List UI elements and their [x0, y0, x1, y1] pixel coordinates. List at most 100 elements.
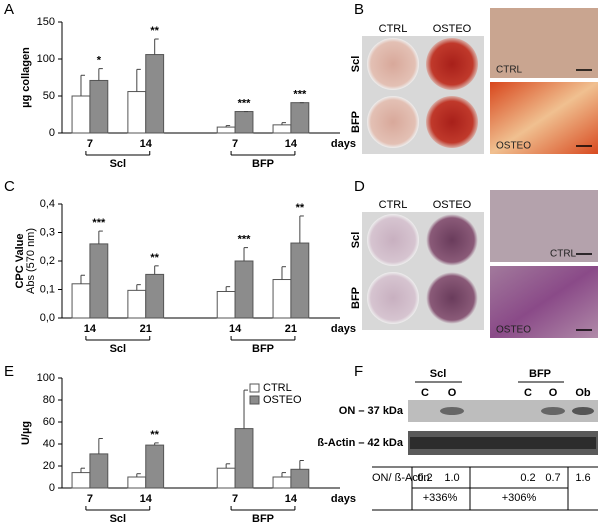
column-label: CTRL	[379, 199, 408, 211]
bar	[272, 279, 292, 319]
y-tick-label: 50	[43, 90, 55, 102]
micrograph	[490, 8, 598, 78]
ratio-label: ON/ ß-Actin	[372, 472, 429, 484]
y-tick-label: 0,1	[40, 283, 55, 295]
y-tick-label: 80	[43, 394, 55, 406]
dish	[426, 272, 478, 324]
bar	[290, 242, 310, 319]
x-tick-label: 14	[84, 323, 97, 335]
x-tick-label: 7	[232, 138, 238, 150]
legend-swatch	[249, 383, 260, 393]
panel-label: B	[354, 1, 364, 18]
x-axis-label: days	[331, 323, 356, 335]
x-axis-label: days	[331, 493, 356, 505]
ratio: 1.0	[444, 472, 459, 484]
group-label: BFP	[252, 513, 274, 525]
significance: ***	[238, 234, 252, 246]
y-axis-label: U/µg	[20, 421, 32, 445]
y-tick-label: 40	[43, 438, 55, 450]
significance: ***	[92, 217, 106, 229]
bar	[127, 476, 147, 489]
y-tick-label: 100	[37, 372, 55, 384]
bar	[272, 124, 292, 134]
row-label: BFP	[350, 287, 362, 309]
bar	[234, 428, 254, 489]
y-tick-label: 100	[37, 53, 55, 65]
legend-swatch	[249, 395, 260, 405]
bar	[71, 95, 91, 134]
bar	[89, 79, 109, 134]
dish	[367, 38, 419, 90]
dish	[367, 214, 419, 266]
lane-label: C	[524, 387, 532, 399]
panel-label: C	[4, 178, 15, 195]
significance: ***	[293, 89, 307, 101]
panel-label: A	[4, 1, 14, 18]
bar	[234, 260, 254, 319]
lane-label: O	[549, 387, 558, 399]
bar	[89, 453, 109, 489]
y-tick-label: 0,4	[40, 198, 55, 210]
y-tick-label: 0	[49, 127, 55, 139]
micrograph	[490, 82, 598, 154]
bar	[290, 468, 310, 489]
lane-label: C	[421, 387, 429, 399]
legend-label: OSTEO	[263, 394, 302, 406]
panel-f: Scl BFP C O C O Ob ON – 37 kDa ß-Actin –…	[317, 368, 598, 511]
significance: **	[150, 252, 159, 264]
group-label: BFP	[529, 368, 551, 380]
dish	[426, 214, 478, 266]
y-tick-label: 0	[49, 482, 55, 494]
significance: ***	[238, 97, 252, 109]
bar	[71, 283, 91, 319]
dish	[367, 272, 419, 324]
micrograph-label: OSTEO	[496, 325, 531, 336]
x-tick-label: 21	[140, 323, 152, 335]
band-label: ß-Actin – 42 kDa	[317, 437, 403, 449]
row-label: BFP	[350, 111, 362, 133]
lane-label: Ob	[575, 387, 591, 399]
blot	[408, 400, 598, 422]
significance: **	[296, 202, 305, 214]
panel-label: D	[354, 178, 365, 195]
micrograph-label: CTRL	[550, 249, 577, 260]
ratio: 0.2	[417, 472, 432, 484]
y-axis-label: Abs (570 nm)	[25, 228, 37, 294]
x-tick-label: 7	[232, 493, 238, 505]
y-tick-label: 0,3	[40, 226, 55, 238]
change: +336%	[423, 492, 458, 504]
x-tick-label: 14	[229, 323, 242, 335]
y-axis-label: µg collagen	[20, 47, 32, 108]
micrograph	[490, 190, 598, 262]
significance: *	[97, 55, 102, 67]
band	[572, 407, 594, 415]
y-tick-label: 0,0	[40, 312, 55, 324]
bar	[145, 54, 165, 134]
x-axis-label: days	[331, 138, 356, 150]
group-label: BFP	[252, 158, 274, 170]
change: +306%	[502, 492, 537, 504]
row-label: Scl	[350, 232, 362, 249]
bar	[89, 243, 109, 319]
band	[541, 407, 565, 415]
y-tick-label: 60	[43, 416, 55, 428]
bar	[145, 444, 165, 489]
band	[410, 437, 596, 449]
group-label: BFP	[252, 343, 274, 355]
ratio: 0.2	[520, 472, 535, 484]
x-tick-label: 14	[285, 493, 298, 505]
ratio: 0.7	[545, 472, 560, 484]
dish	[367, 96, 419, 148]
column-label: OSTEO	[433, 23, 472, 35]
panel-label: F	[354, 363, 363, 380]
bar	[234, 111, 254, 134]
y-tick-label: 20	[43, 460, 55, 472]
legend-label: CTRL	[263, 382, 292, 394]
micrograph-label: OSTEO	[496, 141, 531, 152]
x-tick-label: 7	[87, 493, 93, 505]
dish	[426, 38, 478, 90]
ratio: 1.6	[575, 472, 590, 484]
y-tick-label: 0,2	[40, 255, 55, 267]
